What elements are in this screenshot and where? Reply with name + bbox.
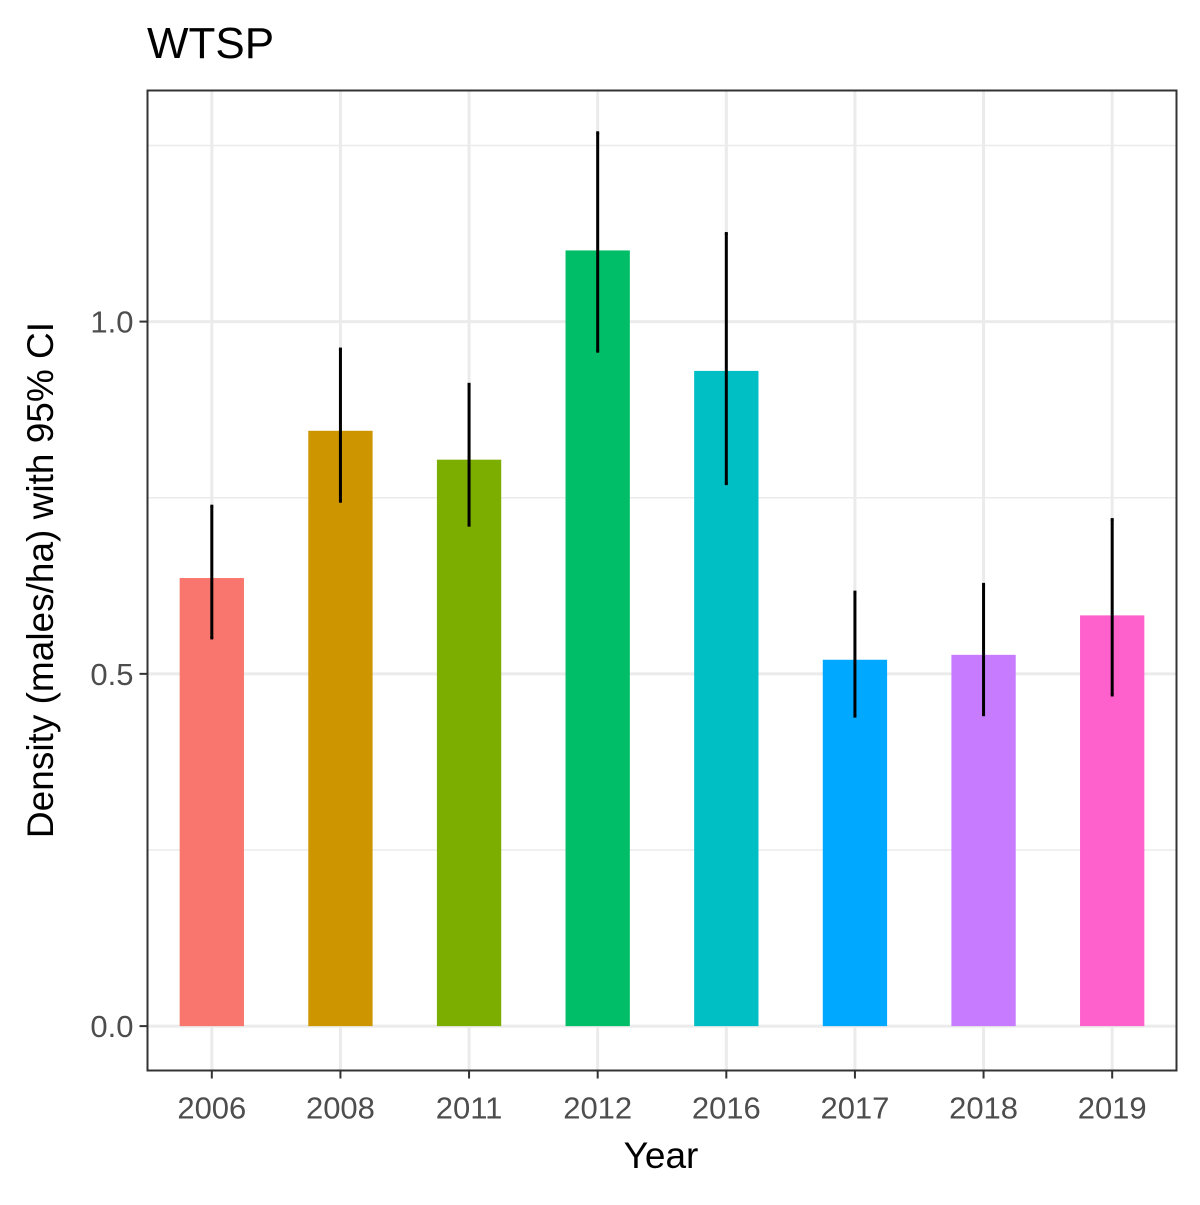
chart-title: WTSP: [147, 19, 274, 68]
bar-2012: [565, 250, 630, 1027]
bar-2011: [436, 459, 502, 1027]
bar-2008: [308, 430, 373, 1027]
x-axis-title: Year: [624, 1135, 699, 1176]
errorbar-2019: [1110, 518, 1114, 697]
x-tick-label: 2016: [692, 1091, 761, 1126]
x-tick-label: 2006: [177, 1091, 246, 1126]
errorbar-layer: [210, 131, 1114, 718]
y-tick-label: 0.5: [90, 657, 133, 692]
x-tick-label: 2012: [563, 1091, 632, 1126]
bar-2017: [822, 659, 888, 1027]
errorbar-2008: [338, 347, 342, 503]
y-tick-label: 0.0: [90, 1009, 133, 1044]
y-axis-title: Density (males/ha) with 95% CI: [20, 322, 61, 838]
bar-2006: [179, 578, 244, 1027]
errorbar-2006: [210, 504, 214, 640]
x-tick-label: 2008: [306, 1091, 375, 1126]
errorbar-2018: [982, 582, 986, 717]
x-tick-label: 2019: [1078, 1091, 1147, 1126]
x-tick-label: 2018: [949, 1091, 1018, 1126]
errorbar-2011: [467, 382, 471, 527]
x-tick-label: 2017: [820, 1091, 889, 1126]
panel-border: [146, 89, 1178, 1072]
y-tick-label: 1.0: [90, 305, 133, 340]
errorbar-2016: [724, 232, 728, 486]
x-tick-label: 2011: [436, 1091, 503, 1126]
bar-layer: [179, 250, 1145, 1027]
errorbar-2017: [853, 590, 857, 718]
axis-layer: 0.0 0.5 1.0 2006 2008 2011 2012 2016 2017 2018 201…: [90, 305, 1146, 1126]
errorbar-2012: [596, 131, 600, 353]
bar-2018: [951, 654, 1016, 1027]
